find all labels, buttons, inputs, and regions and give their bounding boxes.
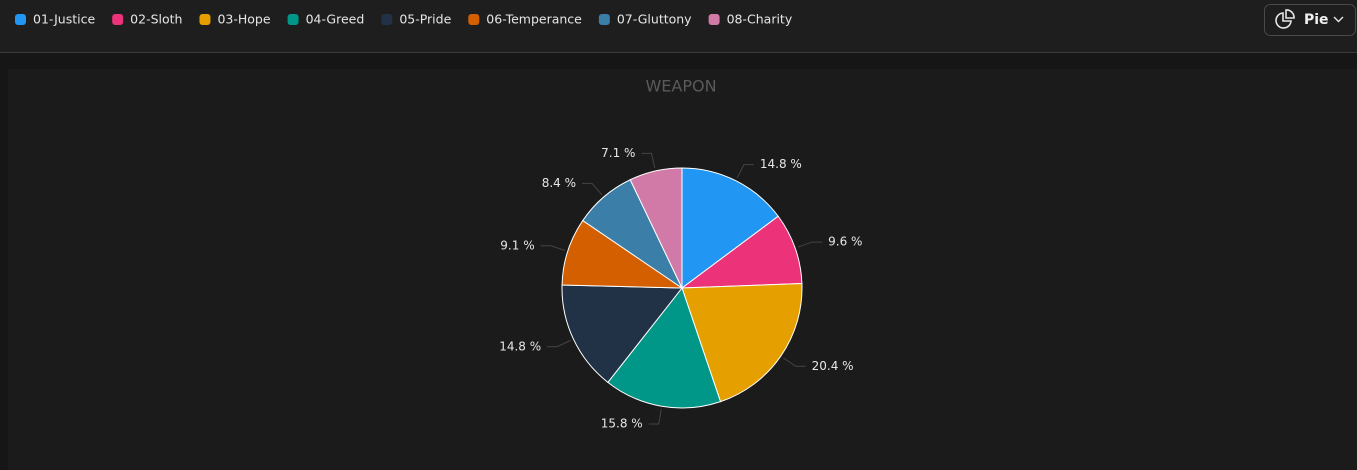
- leader-line: [797, 241, 823, 248]
- data-label: 7.1 %: [601, 146, 635, 160]
- data-label: 15.8 %: [601, 417, 643, 431]
- chart-title: WEAPON: [645, 77, 716, 96]
- toolbar: [0, 0, 1357, 52]
- legend-swatch: [112, 14, 124, 25]
- legend-swatch: [15, 14, 26, 25]
- legend-swatch: [287, 14, 299, 25]
- leader-line: [540, 245, 566, 251]
- button-label: Pie: [1304, 12, 1329, 28]
- leader-line: [783, 357, 806, 367]
- data-label: 9.6 %: [828, 235, 862, 249]
- data-label: 8.4 %: [542, 176, 576, 190]
- data-label: 20.4 %: [812, 359, 854, 373]
- legend-label: 06-Temperance: [486, 12, 582, 27]
- leader-line: [736, 164, 754, 179]
- legend-swatch: [598, 14, 610, 25]
- pie-slice: [681, 282, 803, 403]
- leader-line: [648, 409, 662, 425]
- legend-swatch: [468, 14, 480, 25]
- chart-type-button[interactable]: Pie: [1264, 4, 1356, 36]
- pie-slice: [607, 286, 722, 409]
- legend-swatch: [199, 14, 211, 25]
- legend-label: 04-Greed: [306, 12, 365, 27]
- data-label: 14.8 %: [760, 157, 802, 171]
- data-label: 14.8 %: [499, 339, 541, 353]
- leader-line: [547, 339, 571, 348]
- pie-icon: [1275, 9, 1295, 29]
- legend-label: 01-Justice: [33, 12, 95, 27]
- legend-label: 07-Gluttony: [617, 12, 692, 27]
- data-label: 9.1 %: [500, 238, 534, 252]
- chevron: [1333, 16, 1344, 23]
- legend-label: 05-Pride: [399, 12, 451, 27]
- legend-swatch: [708, 14, 720, 25]
- leader-line: [641, 152, 656, 169]
- pie-slice: [681, 167, 779, 289]
- pie-slice: [629, 167, 683, 289]
- legend-label: 03-Hope: [217, 12, 270, 27]
- legend-swatch: [381, 14, 393, 25]
- pie-slice: [561, 284, 684, 384]
- legend-label: 02-Sloth: [130, 12, 182, 27]
- leader-line: [582, 182, 603, 196]
- legend-label: 08-Charity: [727, 12, 793, 27]
